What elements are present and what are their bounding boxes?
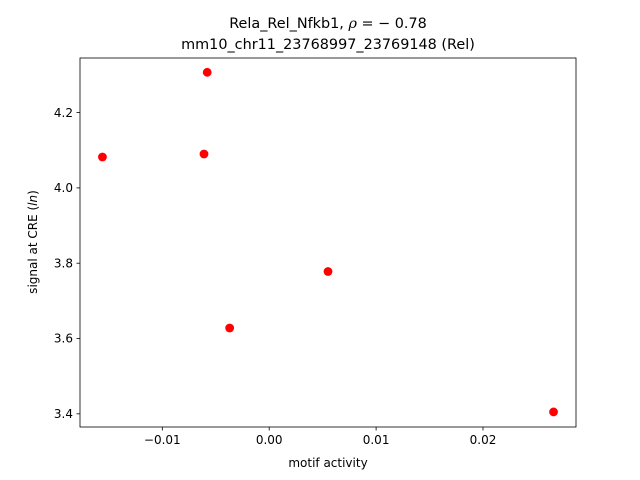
y-axis-label-italic: ln — [26, 195, 40, 206]
chart-title-rho: ρ — [347, 16, 357, 32]
y-tick-label: 3.8 — [54, 256, 73, 270]
x-tick-label: 0.00 — [256, 433, 283, 447]
x-axis-label: motif activity — [288, 456, 367, 470]
x-tick-label: 0.01 — [363, 433, 390, 447]
y-axis-ticks: 3.4 3.6 3.8 4.0 4.2 — [54, 106, 80, 421]
chart-title-prefix: Rela_Rel_Nfkb1, — [229, 16, 348, 32]
scatter-point — [225, 323, 235, 333]
x-tick-label: −0.01 — [144, 433, 181, 447]
chart-title-rho-value: = − 0.78 — [357, 16, 427, 32]
scatter-point — [323, 267, 333, 276]
y-tick-label: 4.2 — [54, 106, 73, 120]
axes-frame — [79, 57, 577, 428]
scatter-point — [199, 149, 209, 159]
chart-title-line-1: Rela_Rel_Nfkb1, ρ = − 0.78 — [229, 16, 427, 32]
y-axis-label: signal at CRE (ln) — [26, 190, 40, 294]
plot-area — [98, 67, 558, 417]
scatter-point — [549, 407, 558, 417]
scatter-point — [202, 67, 212, 77]
chart-title-line-2: mm10_chr11_23768997_23769148 (Rel) — [181, 37, 475, 53]
y-tick-label: 3.4 — [54, 407, 73, 421]
y-tick-label: 4.0 — [54, 181, 73, 195]
y-axis-label-prefix: signal at CRE ( — [26, 206, 40, 294]
x-axis-ticks: −0.01 0.00 0.01 0.02 — [144, 427, 496, 447]
scatter-point — [98, 152, 107, 162]
y-tick-label: 3.6 — [54, 332, 73, 346]
chart-title: Rela_Rel_Nfkb1, ρ = − 0.78 mm10_chr11_23… — [181, 16, 475, 53]
y-axis-label-suffix: ) — [26, 190, 40, 195]
x-tick-label: 0.02 — [470, 433, 497, 447]
